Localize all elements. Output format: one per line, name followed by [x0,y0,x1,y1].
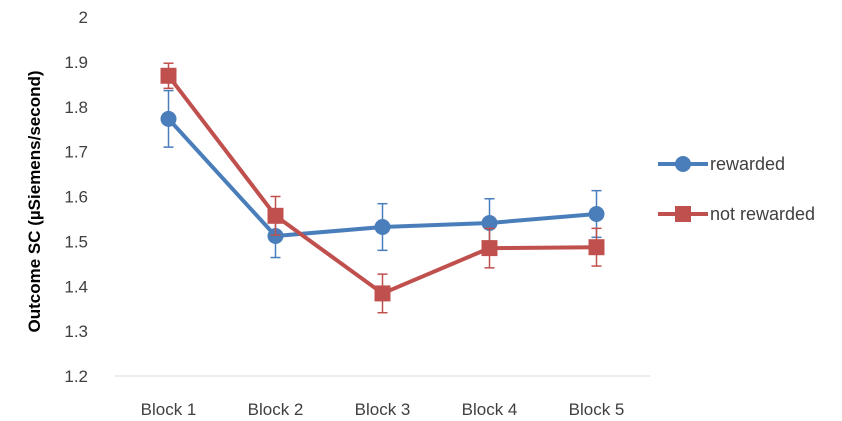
legend-marker [675,156,691,172]
data-point [588,239,605,256]
legend-marker [675,206,691,222]
legend-label: rewarded [710,154,785,174]
x-axis-ticks: Block 1 Block 2 Block 3 Block 4 Block 5 [141,400,625,419]
y-axis-ticks: 1.2 1.3 1.4 1.5 1.6 1.7 1.8 1.9 2 [64,8,88,386]
y-tick-label: 1.2 [64,367,88,386]
legend-label: not rewarded [710,204,815,224]
legend-item: rewarded [658,154,785,174]
legend: rewarded not rewarded [658,154,815,224]
data-point [267,207,284,224]
x-tick-label: Block 3 [355,400,411,419]
data-point [267,227,284,244]
series-not-rewarded [160,62,605,314]
y-tick-label: 1.7 [64,143,88,162]
x-tick-label: Block 4 [462,400,518,419]
y-tick-label: 1.5 [64,232,88,251]
series-layer [160,62,605,314]
y-tick-label: 1.9 [64,53,88,72]
y-tick-label: 1.4 [64,277,88,296]
data-point [481,240,498,257]
y-tick-label: 1.6 [64,188,88,207]
data-point [160,110,177,127]
y-tick-label: 1.3 [64,322,88,341]
data-point [160,67,177,84]
data-point [374,285,391,302]
data-point [481,214,498,231]
series-line [166,74,597,296]
series-rewarded [160,89,605,259]
y-tick-label: 1.8 [64,98,88,117]
y-tick-label: 2 [79,8,88,27]
y-axis-title: Outcome SC (µSiemens/second) [25,70,44,332]
data-point [588,206,605,223]
x-tick-label: Block 5 [569,400,625,419]
x-tick-label: Block 1 [141,400,197,419]
legend-item: not rewarded [658,204,815,224]
data-point [374,219,391,236]
x-tick-label: Block 2 [248,400,304,419]
